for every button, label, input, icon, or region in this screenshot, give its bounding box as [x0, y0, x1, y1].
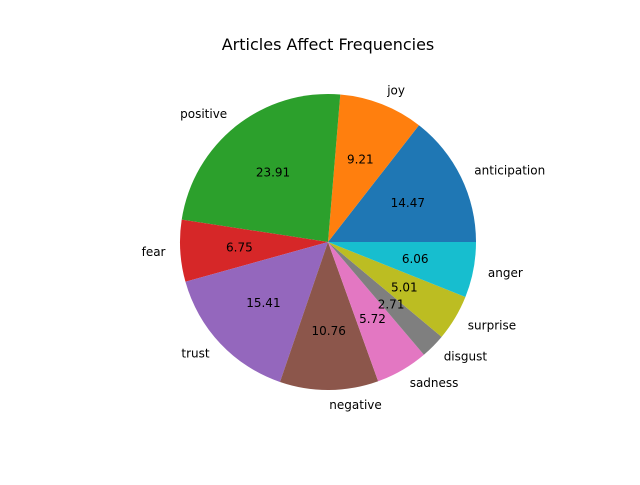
category-labels: anticipation joy positive fear trust negative… [142, 83, 546, 411]
category-label-joy: joy [386, 83, 405, 97]
pie-slice-anticipation [328, 125, 476, 242]
pie-slice-joy [328, 94, 419, 242]
category-label-surprise: surprise [468, 318, 516, 332]
value-label-anticipation: 14.47 [391, 196, 425, 210]
value-label-anger: 6.06 [402, 252, 429, 266]
value-label-sadness: 5.72 [359, 312, 386, 326]
pie-slice-fear [180, 219, 328, 282]
category-label-positive: positive [180, 107, 227, 121]
category-label-disgust: disgust [444, 350, 488, 364]
category-label-fear: fear [142, 245, 166, 259]
pie-slice-negative [280, 242, 379, 390]
category-label-sadness: sadness [410, 376, 459, 390]
value-label-surprise: 5.01 [391, 281, 418, 295]
value-labels: 14.47 9.21 23.91 6.75 15.41 10.76 5.722.71 5.01… [226, 152, 429, 337]
pie-slice-trust [185, 242, 328, 382]
value-label-joy: 9.21 [347, 152, 374, 166]
value-label-fear: 6.75 [226, 240, 253, 254]
pie-slice-sadness [328, 242, 424, 382]
category-label-trust: trust [181, 347, 209, 361]
pie-slices [180, 93, 476, 390]
pie-slice-positive [181, 93, 341, 243]
value-label-disgust: 2.71 [378, 298, 405, 312]
value-label-positive: 23.91 [256, 165, 290, 179]
value-label-negative: 10.76 [312, 324, 346, 338]
category-label-anger: anger [488, 266, 523, 280]
value-label-trust: 15.41 [246, 296, 280, 310]
pie-slice-surprise [328, 242, 466, 337]
category-label-anticipation: anticipation [474, 164, 545, 178]
pie-slice-disgust [328, 242, 442, 355]
pie-slice-anger [328, 242, 476, 297]
category-label-negative: negative [329, 398, 381, 412]
chart-title: Articles Affect Frequencies [222, 35, 435, 54]
